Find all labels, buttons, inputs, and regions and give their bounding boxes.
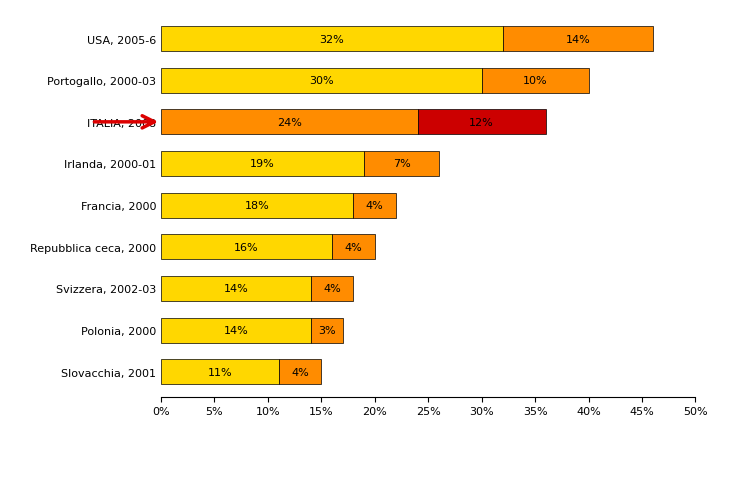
Bar (482, 69, 589, 93)
Bar (161, 27, 503, 52)
Text: 4%: 4% (345, 242, 362, 252)
Text: 18%: 18% (244, 201, 269, 211)
Bar (161, 69, 482, 93)
Bar (364, 151, 439, 177)
Text: 32%: 32% (320, 34, 345, 45)
Text: 3%: 3% (318, 325, 335, 335)
Bar (310, 318, 343, 343)
Text: 7%: 7% (392, 159, 411, 169)
Text: 14%: 14% (565, 34, 590, 45)
Text: 30%: 30% (309, 76, 334, 86)
Bar (503, 27, 653, 52)
Text: 10%: 10% (523, 76, 548, 86)
Text: 19%: 19% (250, 159, 275, 169)
Text: 4%: 4% (291, 367, 309, 377)
Text: 12%: 12% (469, 118, 494, 128)
Bar (161, 151, 364, 177)
Bar (417, 110, 546, 135)
Bar (310, 276, 354, 301)
Bar (279, 360, 321, 384)
Text: 14%: 14% (223, 284, 248, 294)
Text: 4%: 4% (323, 284, 341, 294)
Text: 16%: 16% (234, 242, 259, 252)
Bar (354, 193, 396, 218)
Bar (161, 235, 332, 260)
Text: 14%: 14% (223, 325, 248, 335)
Bar (161, 110, 417, 135)
Bar (161, 360, 279, 384)
Bar (161, 193, 354, 218)
Text: 24%: 24% (277, 118, 302, 128)
Text: 4%: 4% (366, 201, 384, 211)
Bar (332, 235, 375, 260)
Bar (161, 318, 310, 343)
Text: 11%: 11% (207, 367, 232, 377)
Bar (161, 276, 310, 301)
